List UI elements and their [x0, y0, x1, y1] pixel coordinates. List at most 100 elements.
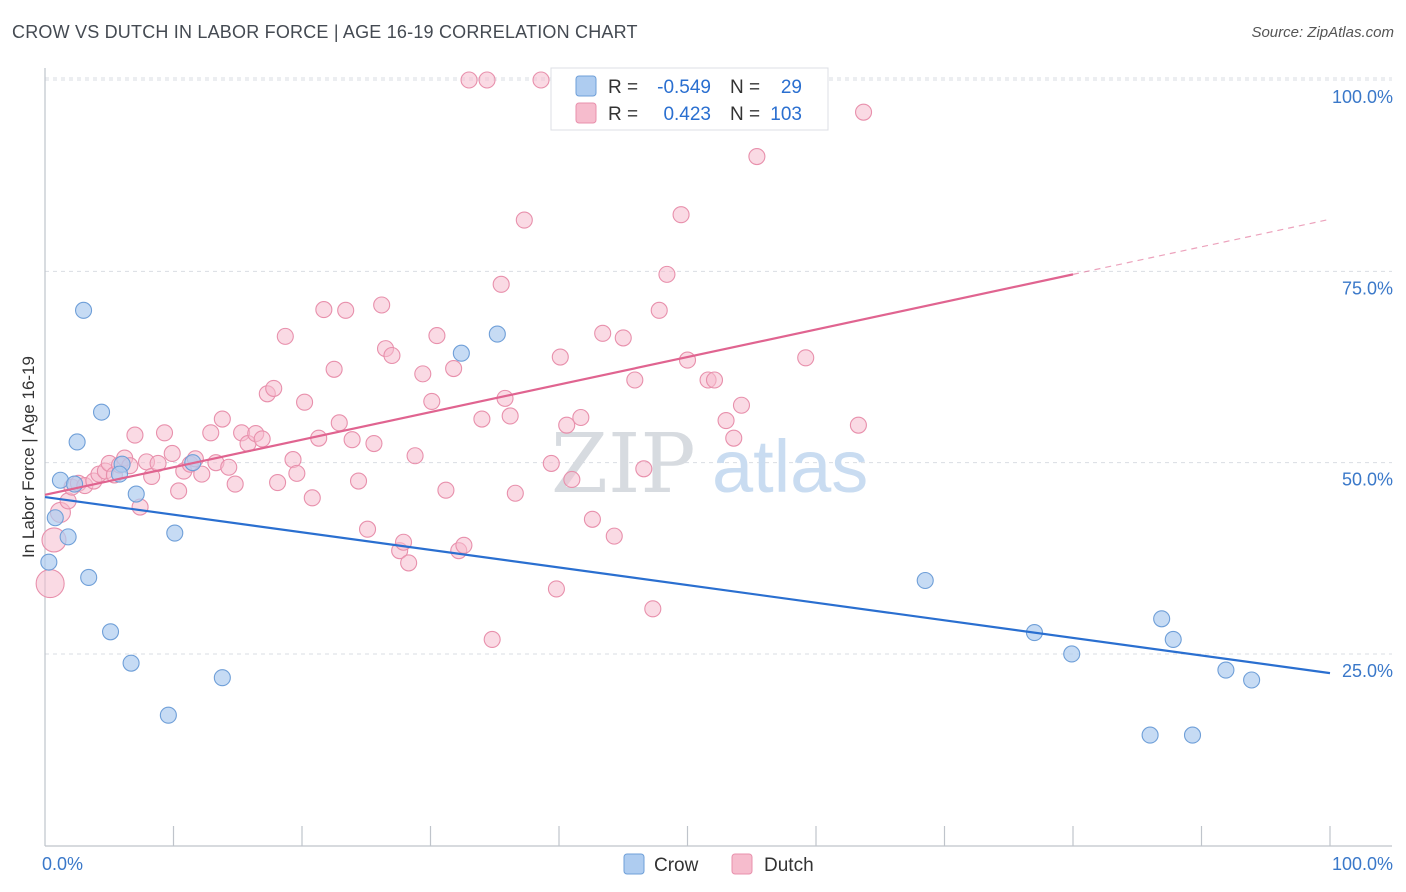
crow-point	[40, 553, 58, 571]
dutch-point	[315, 301, 333, 319]
legend-dutch-r-value: 0.423	[663, 104, 711, 125]
dutch-point	[126, 426, 144, 444]
dutch-point	[650, 301, 668, 319]
crow-point	[213, 669, 231, 687]
dutch-point	[226, 475, 244, 493]
crow-point	[166, 524, 184, 542]
crow-point	[127, 485, 145, 503]
dutch-point	[155, 424, 174, 442]
dutch-point	[269, 473, 287, 492]
dutch-point	[717, 412, 735, 430]
dutch-point	[672, 206, 690, 224]
dutch-point	[626, 371, 644, 389]
dutch-point	[849, 416, 867, 434]
watermark-zip: ZIP	[551, 417, 696, 512]
dutch-point	[563, 470, 581, 489]
dutch-point	[373, 296, 391, 314]
bottom-legend-dutch-label: Dutch	[764, 855, 814, 876]
dutch-point	[170, 482, 188, 500]
dutch-point	[748, 147, 766, 166]
dutch-point	[460, 71, 478, 89]
legend-dutch-n-value: 103	[770, 104, 802, 125]
bottom-legend-crow-label: Crow	[654, 855, 699, 876]
crow-point	[452, 344, 470, 362]
dutch-point	[732, 396, 751, 414]
dutch-point	[678, 351, 697, 369]
y-tick-label: 75.0%	[1342, 278, 1393, 298]
legend-crow-n-label: N =	[730, 77, 760, 98]
dutch-point	[644, 600, 662, 618]
crow-point	[1243, 671, 1261, 689]
dutch-point	[288, 464, 306, 482]
dutch-point	[383, 346, 401, 365]
trend-lines	[44, 218, 1331, 675]
crow-point	[101, 623, 120, 641]
dutch-point	[358, 520, 377, 538]
dutch-point	[492, 275, 510, 293]
dutch-point	[349, 472, 368, 490]
dutch-point	[213, 410, 231, 428]
crow-point	[68, 433, 86, 451]
watermark: ZIP atlas	[551, 417, 868, 512]
dutch-point	[705, 371, 724, 389]
dutch-point	[473, 410, 491, 428]
dutch-point	[303, 489, 321, 507]
dutch-point	[296, 393, 314, 411]
bottom-legend-dutch-swatch	[731, 853, 753, 875]
crow-point	[488, 325, 506, 343]
dutch-point	[365, 434, 383, 453]
dutch-point	[614, 329, 632, 347]
y-tick-label: 50.0%	[1342, 470, 1393, 490]
dutch-point	[265, 379, 283, 397]
crow-point	[80, 568, 98, 586]
dutch-point	[445, 359, 463, 378]
dutch-point	[478, 71, 496, 89]
dutch-points	[35, 71, 873, 648]
dutch-point	[220, 458, 238, 476]
dutch-point	[583, 510, 601, 528]
dutch-point	[343, 431, 361, 449]
dutch-point	[547, 580, 565, 598]
dutch-point	[551, 348, 569, 366]
legend-dutch-r-label: R =	[608, 104, 638, 125]
dutch-trend-extension	[1072, 218, 1331, 275]
dutch-point	[428, 327, 446, 345]
dutch-point	[506, 484, 524, 502]
crow-point	[1153, 610, 1171, 628]
dutch-point	[501, 407, 519, 425]
dutch-point	[532, 71, 550, 89]
legend-dutch-n-label: N =	[730, 104, 760, 125]
dutch-point	[725, 429, 743, 447]
dutch-point	[202, 424, 220, 442]
y-tick-label: 100.0%	[1332, 87, 1393, 107]
crow-point	[59, 528, 77, 546]
dutch-point	[437, 481, 455, 499]
legend-crow-r-value: -0.549	[657, 77, 711, 98]
dutch-point	[330, 414, 348, 432]
dutch-point	[35, 569, 65, 599]
crow-trend-line	[44, 495, 1331, 675]
dutch-point	[797, 349, 815, 367]
dutch-point	[854, 103, 873, 121]
axes	[44, 68, 1392, 847]
dutch-point	[455, 536, 473, 554]
series-legend: Crow Dutch	[623, 853, 814, 876]
dutch-point	[193, 465, 211, 483]
dutch-trend-line	[44, 273, 1074, 496]
crow-point	[46, 509, 64, 527]
dutch-point	[515, 211, 533, 229]
crow-point	[159, 706, 177, 724]
dutch-point	[572, 408, 590, 427]
crow-point	[51, 471, 69, 489]
crow-point	[1183, 726, 1202, 744]
dutch-point	[542, 454, 560, 472]
legend-crow-r-label: R =	[608, 77, 638, 98]
bottom-legend-crow-swatch	[623, 853, 645, 875]
x-tick-label-right: 100.0%	[1332, 854, 1393, 874]
y-tick-label: 25.0%	[1342, 661, 1393, 681]
dutch-point	[253, 430, 271, 448]
y-axis-label: In Labor Force | Age 16-19	[19, 356, 38, 558]
dutch-point	[276, 327, 294, 345]
x-ticks	[172, 826, 1331, 846]
